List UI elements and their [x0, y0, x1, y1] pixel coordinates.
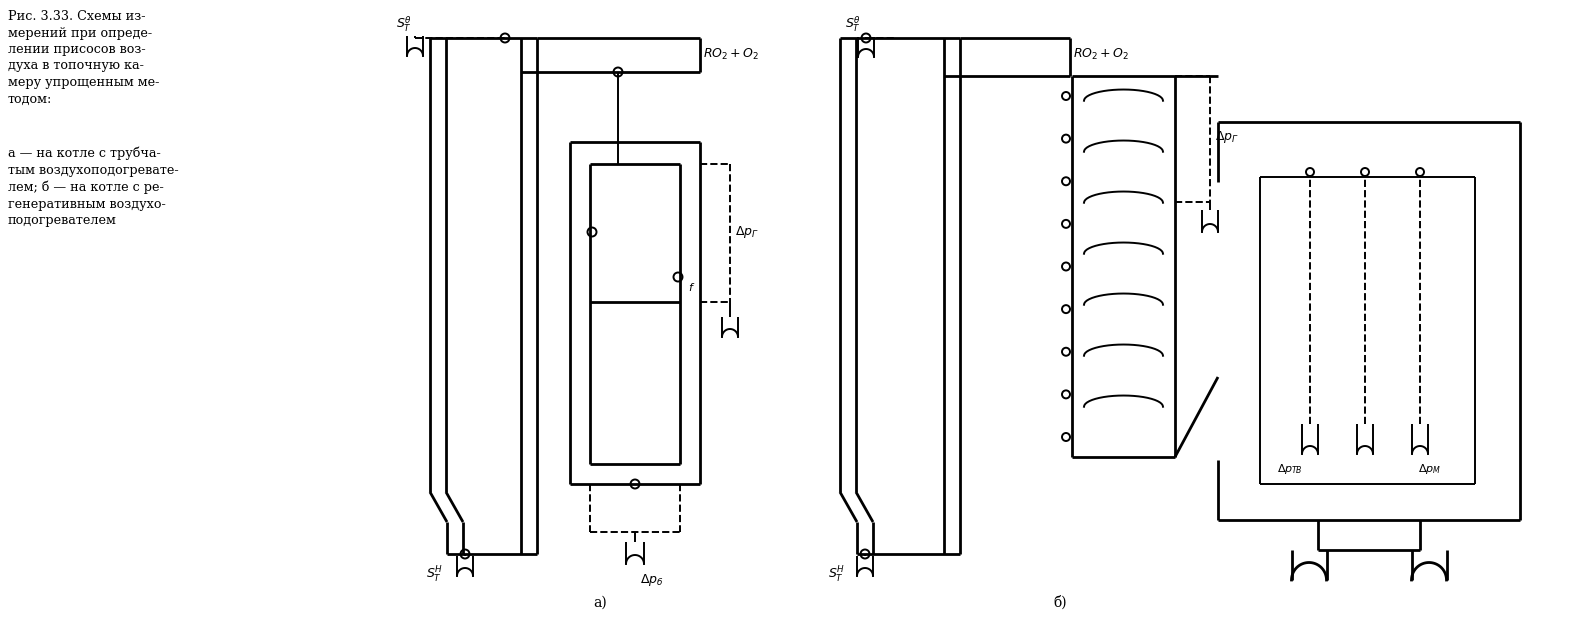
Text: $S_T^H$: $S_T^H$	[828, 565, 845, 585]
Text: $S_T^H$: $S_T^H$	[427, 565, 442, 585]
Text: $RO_2+O_2$: $RO_2+O_2$	[703, 46, 760, 61]
Text: а — на котле с трубча-
тым воздухоподогревате-
лем; б — на котле с ре-
генератив: а — на котле с трубча- тым воздухоподогр…	[8, 147, 179, 227]
Text: $f$: $f$	[688, 281, 695, 293]
Text: $RO_2+O_2$: $RO_2+O_2$	[1074, 46, 1129, 61]
Text: $\Delta p_{T\!B}$: $\Delta p_{T\!B}$	[1277, 462, 1302, 476]
Text: а): а)	[593, 596, 607, 610]
Text: Рис. 3.33. Схемы из-
мерений при опреде-
лении присосов воз-
духа в топочную ка-: Рис. 3.33. Схемы из- мерений при опреде-…	[8, 10, 159, 106]
Text: $S_T^\theta$: $S_T^\theta$	[845, 15, 861, 33]
Text: б): б)	[1053, 596, 1067, 610]
Text: $S_T^\theta$: $S_T^\theta$	[396, 15, 412, 33]
Text: $\Delta p_M$: $\Delta p_M$	[1418, 462, 1442, 476]
Text: $\Delta p_Г$: $\Delta p_Г$	[734, 224, 760, 240]
Text: $\Delta p_Г$: $\Delta p_Г$	[1215, 129, 1239, 145]
Text: $\Delta p_б$: $\Delta p_б$	[641, 572, 663, 588]
